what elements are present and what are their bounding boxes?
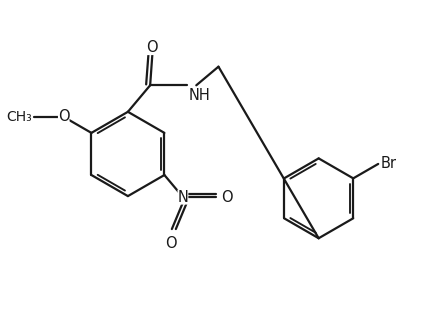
Text: O: O — [220, 189, 232, 204]
Text: O: O — [58, 109, 69, 124]
Text: Br: Br — [380, 156, 396, 171]
Text: NH: NH — [188, 88, 209, 103]
Text: N: N — [177, 189, 188, 204]
Text: CH₃: CH₃ — [6, 110, 32, 124]
Text: O: O — [146, 40, 158, 55]
Text: O: O — [165, 236, 177, 251]
